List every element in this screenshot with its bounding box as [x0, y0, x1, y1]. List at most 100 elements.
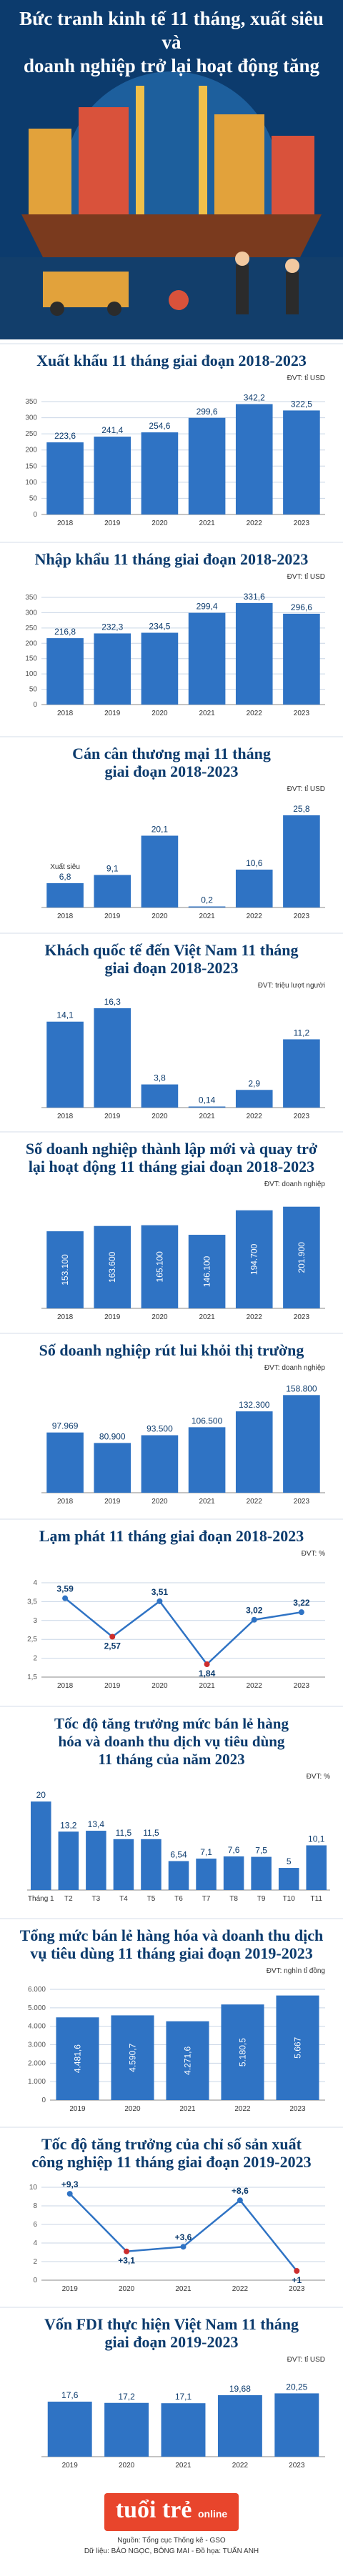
- y-tick-label: 4.000: [28, 2023, 46, 2031]
- data-label: 25,8: [293, 804, 310, 814]
- bar: [56, 2017, 99, 2100]
- bar: [94, 1443, 131, 1493]
- data-label: 9,1: [106, 864, 119, 874]
- chart-title-line: hóa và doanh thu dịch vụ tiêu dùng: [59, 1733, 285, 1750]
- bar: [283, 1039, 320, 1108]
- bar: [251, 1856, 272, 1890]
- x-tick-label: 2020: [151, 912, 168, 920]
- bar: [188, 1427, 226, 1493]
- data-label: 13,2: [60, 1820, 77, 1830]
- chart-inflation: Lạm phát 11 tháng giai đoạn 2018-2023 ĐVT…: [0, 1518, 343, 1697]
- data-label: 5.667: [293, 2037, 303, 2058]
- x-tick-label: 2019: [104, 710, 121, 717]
- bar: [94, 875, 131, 907]
- chart-export-svg: Xuất khẩu 11 tháng giai đoạn 2018-2023 ĐV…: [0, 343, 343, 527]
- data-label: 7,5: [255, 1846, 267, 1856]
- bar: [46, 442, 84, 514]
- chart-unit-label: ĐVT: tỉ USD: [287, 572, 325, 581]
- bar: [278, 1868, 299, 1890]
- data-label: 299,6: [197, 407, 218, 417]
- bar: [235, 1210, 273, 1308]
- data-label: 241,4: [101, 425, 123, 435]
- chart-title-line: Tốc độ tăng trưởng của chỉ số sản xuất: [41, 2135, 302, 2153]
- chart-title-line: Cán cân thương mại 11 tháng: [72, 745, 271, 762]
- y-tick-label: 50: [29, 494, 38, 502]
- chart-retail_total-svg: Tổng mức bán lẻ hàng hóa và doanh thu dị…: [0, 1918, 343, 2113]
- x-tick-label: 2018: [57, 1498, 74, 1506]
- x-tick-label: 2023: [289, 2105, 306, 2113]
- bar: [46, 1432, 84, 1493]
- x-tick-label: 2019: [104, 1113, 121, 1120]
- y-tick-label: 150: [25, 655, 37, 663]
- x-tick-label: 2018: [57, 710, 74, 717]
- data-label: 0,2: [201, 895, 213, 905]
- bar: [235, 870, 273, 907]
- data-label: +3,6: [175, 2232, 192, 2242]
- data-label: 19,68: [229, 2384, 251, 2394]
- x-tick-label: 2023: [294, 710, 310, 717]
- chart-export: Xuất khẩu 11 tháng giai đoạn 2018-2023 ĐV…: [0, 343, 343, 537]
- data-label: 106.500: [192, 1416, 223, 1426]
- chart-import: Nhập khẩu 11 tháng giai đoạn 2018-2023 ĐV…: [0, 542, 343, 727]
- x-tick-label: 2022: [247, 1682, 263, 1690]
- x-tick-label: T7: [202, 1895, 211, 1903]
- y-tick-label: 2,5: [27, 1636, 37, 1643]
- bar: [141, 835, 179, 907]
- y-tick-label: 350: [25, 594, 37, 602]
- bar: [235, 404, 273, 514]
- x-tick-label: 2020: [151, 1498, 168, 1506]
- bar: [46, 883, 84, 907]
- x-tick-label: 2022: [247, 1113, 263, 1120]
- y-tick-label: 300: [25, 414, 37, 422]
- data-point: [124, 2248, 130, 2254]
- x-tick-label: 2019: [104, 1682, 121, 1690]
- y-tick-label: 5.000: [28, 2004, 46, 2012]
- data-label: 201.900: [297, 1242, 307, 1273]
- bar: [274, 2393, 319, 2457]
- bar: [235, 1411, 273, 1493]
- y-tick-label: 250: [25, 430, 37, 438]
- data-point: [298, 1609, 304, 1616]
- y-tick-label: 10: [29, 2184, 38, 2192]
- chart-title-line: Tốc độ tăng trưởng mức bán lẻ hàng: [54, 1715, 289, 1732]
- chart-exit_firms: Số doanh nghiệp rút lui khỏi thị trường Đ…: [0, 1333, 343, 1511]
- data-label: +8,6: [232, 2186, 249, 2196]
- chart-industry_growth-svg: Tốc độ tăng trưởng của chỉ số sản xuấtcô…: [0, 2127, 343, 2293]
- brand-logo: tuổi trẻ online: [104, 2493, 239, 2531]
- y-tick-label: 2: [33, 1655, 37, 1663]
- x-tick-label: 2018: [57, 912, 74, 920]
- data-label: +3,1: [118, 2256, 135, 2266]
- bar: [168, 1861, 189, 1890]
- bar: [283, 1206, 320, 1308]
- chart-industry_growth: Tốc độ tăng trưởng của chỉ số sản xuất cô…: [0, 2127, 343, 2299]
- x-tick-label: 2019: [62, 2462, 79, 2470]
- x-tick-label: 2021: [199, 912, 215, 920]
- x-tick-label: 2022: [247, 519, 263, 527]
- data-label: 4.271,6: [183, 2046, 193, 2074]
- chart-title-line: vụ tiêu dùng 11 tháng giai đoạn 2019-202…: [30, 1944, 312, 1962]
- x-tick-label: 2018: [57, 1113, 74, 1120]
- x-tick-label: 2020: [151, 710, 168, 717]
- chart-tourists-svg: Khách quốc tế đến Việt Nam 11 thánggiai …: [0, 933, 343, 1120]
- chart-retail_total: Tổng mức bán lẻ hàng hóa và doanh thu dị…: [0, 1918, 343, 2119]
- data-label: 165.100: [154, 1251, 164, 1283]
- y-tick-label: 200: [25, 640, 37, 647]
- data-label: 11,5: [116, 1828, 132, 1838]
- data-label: 232,3: [101, 622, 123, 632]
- x-tick-label: 2021: [199, 710, 215, 717]
- chart-balance: Cán cân thương mại 11 tháng giai đoạn 201…: [0, 736, 343, 925]
- x-tick-label: 2019: [104, 1498, 121, 1506]
- y-tick-label: 3,5: [27, 1598, 37, 1606]
- y-tick-label: 3.000: [28, 2042, 46, 2049]
- data-point: [66, 2191, 73, 2197]
- brand-logo-text: tuổi trẻ: [115, 2497, 192, 2523]
- data-point: [204, 1661, 210, 1668]
- hero-banner: Bức tranh kinh tế 11 tháng, xuất siêu và…: [0, 0, 343, 339]
- chart-unit-label: ĐVT: nghìn tỉ đồng: [267, 1966, 325, 1975]
- bar: [47, 2402, 92, 2457]
- x-tick-label: 2019: [69, 2105, 86, 2113]
- x-tick-label: T11: [310, 1895, 322, 1903]
- data-label: 216,8: [54, 627, 76, 637]
- x-tick-label: 2021: [199, 1498, 215, 1506]
